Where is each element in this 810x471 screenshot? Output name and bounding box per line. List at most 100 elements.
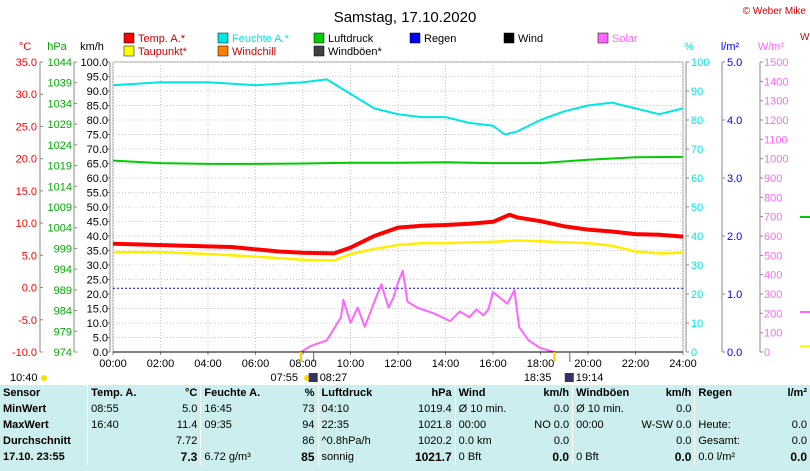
header-humidity-unit: % bbox=[304, 387, 315, 399]
series-line-luftdruck bbox=[112, 155, 684, 165]
pressure-tick-label: 974 bbox=[54, 347, 72, 359]
wind-tick-label: 100.0 bbox=[80, 57, 108, 69]
temp-tick-label: -5.0 bbox=[18, 315, 37, 327]
solar-tick-label: 100 bbox=[764, 328, 782, 340]
pressure-tick-label: 979 bbox=[54, 326, 72, 338]
wind-tick-label: 45.0 bbox=[87, 217, 108, 229]
cell-wind-b: 0.0 bbox=[552, 450, 570, 464]
solar-tick-label: 1200 bbox=[764, 115, 788, 127]
side-strip bbox=[796, 62, 810, 352]
series-layer bbox=[112, 78, 684, 353]
rain-tick-label: 3.0 bbox=[727, 173, 742, 185]
wind-tick-label: 50.0 bbox=[87, 202, 108, 214]
cell-rain-b bbox=[751, 401, 810, 417]
wind-tick-label: 5.0 bbox=[93, 333, 108, 345]
humidity-tick-label: 0 bbox=[691, 347, 697, 359]
cell-press: 1021.8 bbox=[417, 419, 452, 431]
cell-hum-time bbox=[200, 433, 269, 449]
wind-tick-label: 30.0 bbox=[87, 260, 108, 272]
humidity-tick-label: 30 bbox=[691, 260, 703, 272]
cell-rain-b: 0.0 bbox=[791, 419, 807, 431]
x-tick-label: 24:00 bbox=[669, 358, 697, 370]
table-row: MinWert 08:55 5.0 16:45 73 04:10 1019.4 … bbox=[0, 401, 810, 417]
cell-hum: 85 bbox=[301, 450, 315, 464]
wind-tick-label: 75.0 bbox=[87, 130, 108, 142]
pressure-tick-label: 1004 bbox=[48, 223, 72, 235]
solar-tick-label: 700 bbox=[764, 212, 782, 224]
cell-gust-a: Ø 10 min. bbox=[572, 401, 639, 417]
legend-label: Temp. A.* bbox=[138, 33, 186, 45]
pressure-tick-label: 984 bbox=[54, 306, 72, 318]
table-row: Durchschnitt 7.72 86 ^0.8hPa/h 1020.2 0.… bbox=[0, 433, 810, 449]
humidity-axis-label: % bbox=[684, 41, 694, 53]
legend-swatch bbox=[313, 45, 325, 57]
cell-wind-b: 0.0 bbox=[553, 403, 570, 415]
cell-rain-a: Gesamt: bbox=[694, 433, 751, 449]
cell-wind-b: 0.0 bbox=[553, 435, 570, 447]
series-line-solar bbox=[300, 269, 555, 353]
legend-swatch bbox=[597, 32, 609, 44]
solar-tick-label: 1400 bbox=[764, 76, 788, 88]
cell-wind-a: Ø 10 min. bbox=[454, 401, 512, 417]
cell-rain-b: 0.0 bbox=[790, 450, 807, 464]
wind-tick-label: 35.0 bbox=[87, 246, 108, 258]
cell-gust-b: 0.0 bbox=[676, 403, 692, 415]
temp-tick-label: 15.0 bbox=[16, 186, 37, 198]
humidity-tick-label: 10 bbox=[691, 318, 703, 330]
pressure-tick-label: 999 bbox=[54, 243, 72, 255]
row-label: Durchschnitt bbox=[3, 435, 71, 447]
wind-tick-label: 0.0 bbox=[93, 347, 108, 359]
humidity-tick-label: 40 bbox=[691, 231, 703, 243]
rain-tick-label: 0.0 bbox=[727, 347, 742, 359]
wind-tick-label: 95.0 bbox=[87, 72, 108, 84]
legend-swatch bbox=[409, 32, 421, 44]
cell-temp: 7.3 bbox=[180, 450, 198, 464]
temp-tick-label: 0.0 bbox=[22, 283, 37, 295]
left-time: 10:40 bbox=[10, 372, 38, 384]
moon-icon bbox=[564, 373, 574, 382]
solar-tick-label: 600 bbox=[764, 231, 782, 243]
cell-gust-a bbox=[572, 433, 639, 449]
legend-label: Wind bbox=[518, 33, 543, 45]
cell-hum: 86 bbox=[302, 435, 315, 447]
pressure-tick-label: 1029 bbox=[48, 119, 72, 131]
temp-tick-label: -10.0 bbox=[12, 347, 37, 359]
legend-swatch bbox=[503, 32, 515, 44]
legend-swatch bbox=[217, 45, 229, 57]
solar-tick-label: 1100 bbox=[764, 134, 788, 146]
cell-temp: 11.4 bbox=[176, 419, 198, 431]
chart-title: Samstag, 17.10.2020 bbox=[334, 9, 477, 26]
wind-tick-label: 80.0 bbox=[87, 115, 108, 127]
cell-temp-time bbox=[87, 449, 150, 465]
wind-tick-label: 65.0 bbox=[87, 159, 108, 171]
cell-gust-a: 0 Bft bbox=[572, 449, 639, 465]
x-tick-label: 20:00 bbox=[574, 358, 602, 370]
row-label: MaxWert bbox=[3, 419, 49, 431]
header-temp: Temp. A. bbox=[87, 385, 150, 401]
series-line-taupunkt bbox=[113, 239, 684, 262]
rain-tick-label: 2.0 bbox=[727, 231, 742, 243]
series-line-temp-a bbox=[112, 212, 684, 256]
corner-label: W bbox=[800, 32, 810, 43]
solar-tick-label: 900 bbox=[764, 173, 782, 185]
cell-wind-a: 0.0 km bbox=[454, 433, 512, 449]
wind-tick-label: 90.0 bbox=[87, 86, 108, 98]
header-humidity: Feuchte A. bbox=[200, 385, 269, 401]
series-line-feuchte-a bbox=[112, 78, 684, 136]
wind-tick-label: 40.0 bbox=[87, 231, 108, 243]
copyright-label: © Weber Mike bbox=[743, 6, 807, 17]
wind-tick-label: 20.0 bbox=[87, 289, 108, 301]
solar-tick-label: 500 bbox=[764, 250, 782, 262]
pressure-axis-label: hPa bbox=[47, 41, 67, 53]
pressure-tick-label: 1024 bbox=[48, 140, 72, 152]
cell-rain-a bbox=[694, 401, 751, 417]
temp-tick-label: 5.0 bbox=[22, 250, 37, 262]
pressure-tick-label: 1044 bbox=[48, 57, 72, 69]
header-temp-unit: °C bbox=[185, 387, 198, 399]
pressure-tick-label: 989 bbox=[54, 285, 72, 297]
humidity-tick-label: 100 bbox=[691, 57, 709, 69]
chart-legend: Temp. A.* Feuchte A.* Luftdruck Regen Wind So… bbox=[123, 32, 638, 58]
header-rain-unit: l/m² bbox=[787, 387, 807, 399]
x-tick-label: 02:00 bbox=[147, 358, 175, 370]
table-row: MaxWert 16:40 11.4 09:35 94 22:35 1021.8… bbox=[0, 417, 810, 433]
